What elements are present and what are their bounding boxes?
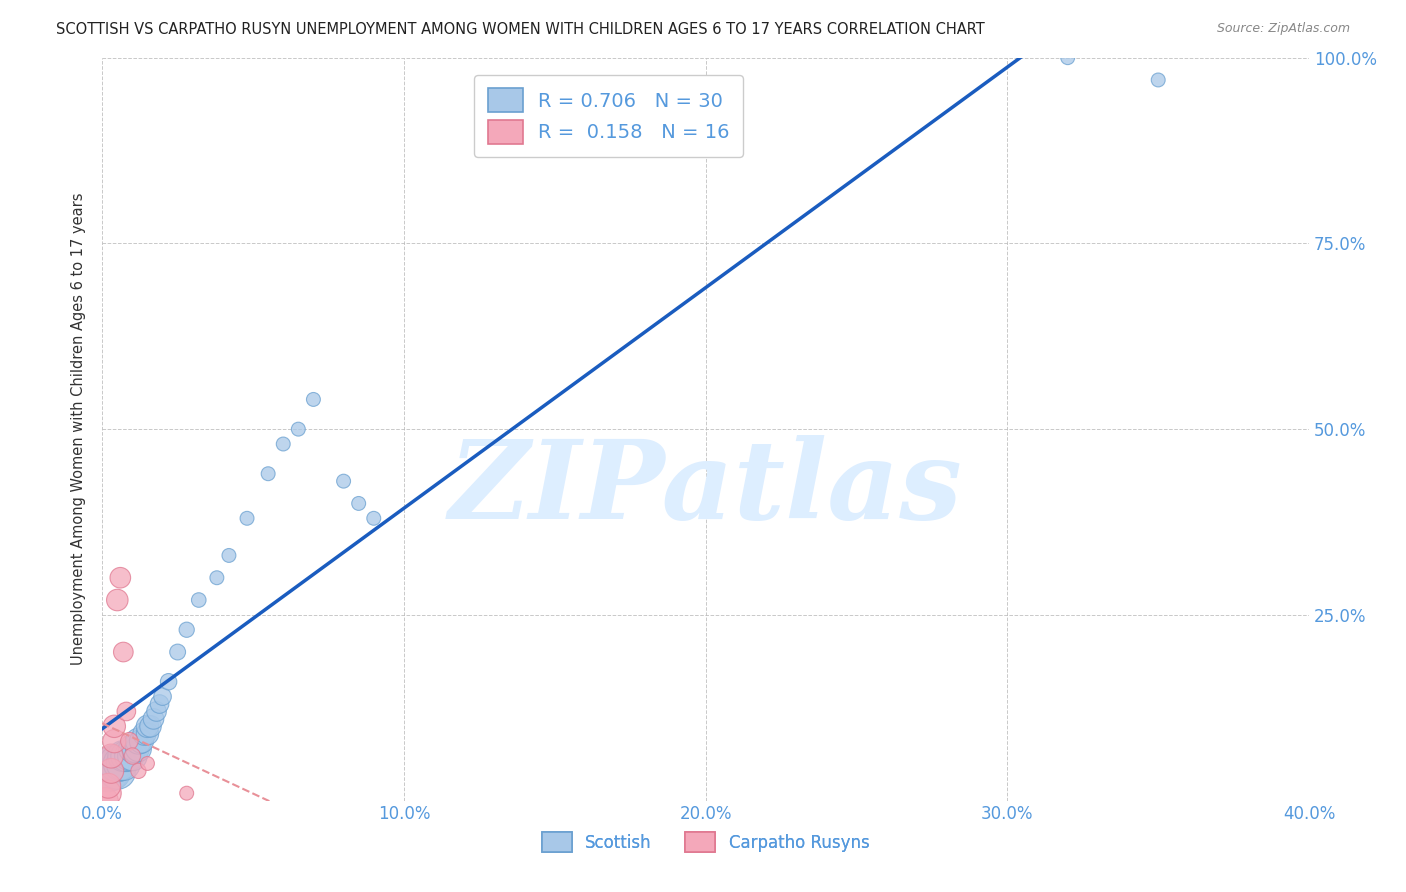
Point — [136, 756, 159, 771]
Point — [112, 645, 135, 659]
Point — [103, 756, 125, 771]
Point — [152, 690, 174, 704]
Point — [97, 779, 120, 793]
Point — [100, 749, 122, 764]
Point — [127, 764, 149, 778]
Point — [121, 749, 143, 764]
Point — [110, 571, 132, 585]
Point — [347, 496, 370, 510]
Point — [145, 705, 167, 719]
Point — [176, 623, 198, 637]
Point — [103, 719, 125, 733]
Point — [1056, 51, 1078, 65]
Point — [115, 749, 138, 764]
Point — [166, 645, 188, 659]
Point — [105, 593, 128, 607]
Legend: Scottish, Carpatho Rusyns: Scottish, Carpatho Rusyns — [536, 825, 876, 859]
Point — [363, 511, 385, 525]
Point — [112, 756, 135, 771]
Point — [118, 734, 141, 748]
Text: Source: ZipAtlas.com: Source: ZipAtlas.com — [1216, 22, 1350, 36]
Point — [127, 741, 149, 756]
Point — [148, 697, 170, 711]
Point — [121, 749, 143, 764]
Point — [187, 593, 209, 607]
Point — [302, 392, 325, 407]
Point — [100, 764, 122, 778]
Point — [100, 764, 122, 778]
Text: SCOTTISH VS CARPATHO RUSYN UNEMPLOYMENT AMONG WOMEN WITH CHILDREN AGES 6 TO 17 Y: SCOTTISH VS CARPATHO RUSYN UNEMPLOYMENT … — [56, 22, 986, 37]
Point — [236, 511, 259, 525]
Point — [97, 764, 120, 778]
Point — [176, 786, 198, 800]
Point — [112, 749, 135, 764]
Point — [118, 749, 141, 764]
Point — [205, 571, 228, 585]
Point — [332, 474, 354, 488]
Point — [134, 727, 156, 741]
Point — [157, 674, 180, 689]
Point — [110, 756, 132, 771]
Point — [287, 422, 309, 436]
Point — [1147, 73, 1170, 87]
Text: ZIPatlas: ZIPatlas — [449, 434, 963, 542]
Point — [124, 741, 146, 756]
Point — [136, 727, 159, 741]
Point — [97, 786, 120, 800]
Point — [103, 734, 125, 748]
Point — [131, 734, 153, 748]
Point — [218, 549, 240, 563]
Point — [271, 437, 294, 451]
Point — [257, 467, 280, 481]
Point — [136, 719, 159, 733]
Point — [105, 764, 128, 778]
Point — [142, 712, 165, 726]
Point — [121, 741, 143, 756]
Point — [127, 734, 149, 748]
Point — [115, 705, 138, 719]
Y-axis label: Unemployment Among Women with Children Ages 6 to 17 years: Unemployment Among Women with Children A… — [72, 193, 86, 665]
Point — [139, 719, 162, 733]
Point — [105, 756, 128, 771]
Point — [94, 794, 117, 808]
